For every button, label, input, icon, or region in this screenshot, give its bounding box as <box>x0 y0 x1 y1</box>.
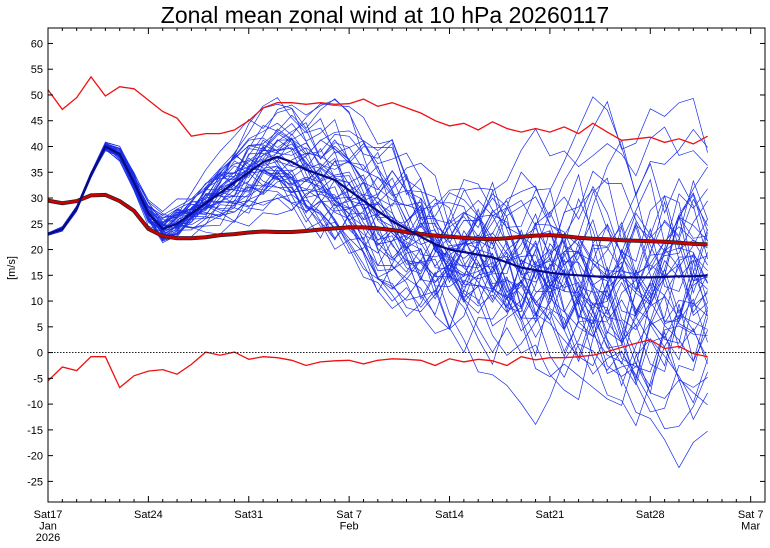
ensemble-member-line <box>47 144 708 373</box>
series-layer <box>47 75 708 389</box>
ensemble-member-line <box>47 139 708 314</box>
y-tick-label: 25 <box>31 219 43 231</box>
x-tick-label: Sat28 <box>636 509 665 521</box>
ensemble-member-line <box>47 128 708 388</box>
y-tick-label: 45 <box>31 116 43 128</box>
y-tick-label: -20 <box>27 451 43 463</box>
x-tick-label: Mar <box>741 521 760 533</box>
x-tick-label: Sat 7 <box>738 509 764 521</box>
ensemble-member-line <box>47 126 708 234</box>
climatological-max-line <box>47 75 708 145</box>
ensemble-member-line <box>47 143 708 373</box>
x-tick-label: Sat21 <box>536 509 565 521</box>
ensemble-member-line <box>47 97 708 291</box>
y-tick-label: -15 <box>27 425 43 437</box>
ensemble-members <box>47 96 708 469</box>
ensemble-member-line <box>47 142 708 317</box>
climatological-min-line <box>47 339 708 389</box>
y-tick-label: 30 <box>31 193 43 205</box>
climatological-mean-line <box>47 193 708 246</box>
x-tick-label: Jan <box>39 521 57 533</box>
y-tick-label: 15 <box>31 270 43 282</box>
y-tick-label: -10 <box>27 399 43 411</box>
ensemble-member-line <box>47 108 708 306</box>
ensemble-member-line <box>47 128 708 298</box>
ensemble-member-line <box>47 148 708 330</box>
x-tick-label: Sat14 <box>435 509 464 521</box>
y-tick-label: -5 <box>33 373 43 385</box>
ensemble-member-line <box>47 144 708 406</box>
x-tick-label: Sat31 <box>234 509 263 521</box>
y-tick-label: 55 <box>31 64 43 76</box>
ensemble-member-line <box>47 143 708 337</box>
x-tick-label: Sat 7 <box>336 509 362 521</box>
y-tick-label: 10 <box>31 296 43 308</box>
ensemble-member-line <box>47 145 708 380</box>
y-tick-label: 5 <box>37 322 43 334</box>
x-tick-label: Feb <box>340 521 359 533</box>
ensemble-mean-line <box>47 144 708 279</box>
y-tick-label: 35 <box>31 167 43 179</box>
chart-title: Zonal mean zonal wind at 10 hPa 20260117 <box>160 2 610 28</box>
y-tick-label: 20 <box>31 245 43 257</box>
y-tick-label: 40 <box>31 142 43 154</box>
x-tick-label: 2026 <box>36 532 60 544</box>
y-tick-label: 0 <box>37 348 43 360</box>
y-tick-label: -25 <box>27 476 43 488</box>
ensemble-member-line <box>47 144 708 321</box>
y-tick-label: 50 <box>31 90 43 102</box>
x-tick-label: Sat17 <box>34 509 63 521</box>
x-tick-label: Sat24 <box>134 509 163 521</box>
axes: 605550454035302520151050-5-10-15-20-25Sa… <box>27 27 766 544</box>
y-tick-label: 60 <box>31 38 43 50</box>
